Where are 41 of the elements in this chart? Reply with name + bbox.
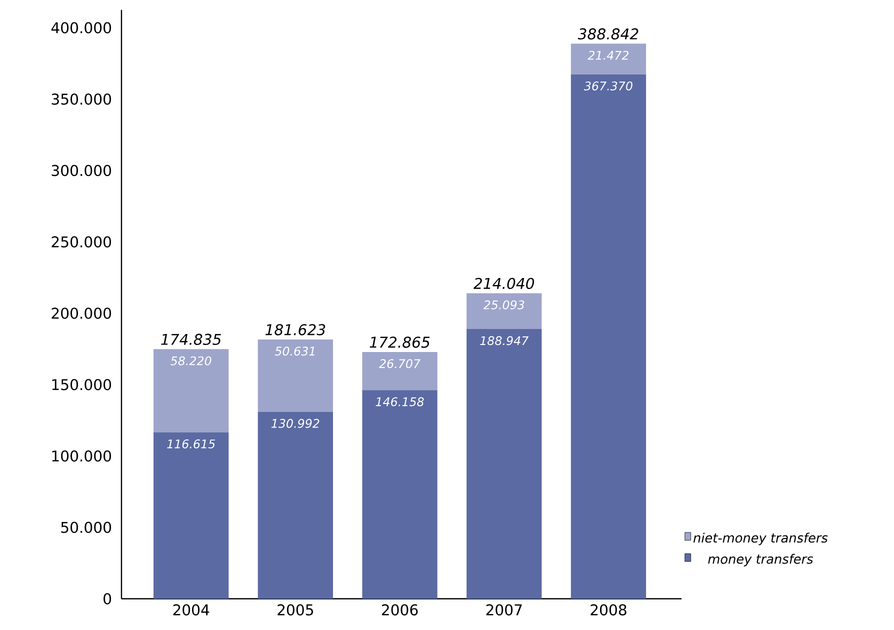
- y-tick-label: 100.000: [52, 450, 112, 462]
- bar: [466, 293, 542, 330]
- data-label: 116.615: [167, 440, 215, 449]
- legend-label: money transfers: [708, 554, 814, 567]
- x-tick-label: 2006: [382, 604, 418, 616]
- data-label: 367.370: [584, 82, 632, 91]
- y-tick-label: 150.000: [52, 379, 112, 390]
- total-label: 174.835: [161, 334, 221, 346]
- data-label: 50.631: [274, 346, 314, 356]
- data-label: 188.947: [480, 336, 529, 346]
- data-label: 21.472: [588, 51, 628, 60]
- bar: [154, 349, 229, 433]
- y-tick-label: 0: [104, 593, 112, 605]
- data-label: 25.093: [483, 300, 524, 310]
- legend-label: niet-money transfers: [693, 532, 828, 546]
- y-tick-label: 250.000: [52, 236, 112, 248]
- bar: [154, 432, 229, 599]
- x-tick-label: 2008: [590, 604, 626, 616]
- data-label: 58.220: [170, 356, 212, 366]
- y-tick-label: 300.000: [52, 165, 112, 176]
- y-tick-label: 200.000: [52, 308, 112, 320]
- y-tick-label: 400.000: [51, 22, 112, 34]
- data-label: 130.992: [271, 419, 320, 428]
- x-tick-label: 2004: [173, 604, 210, 616]
- bar: [362, 352, 438, 390]
- bar: [362, 390, 438, 599]
- total-label: 172.865: [370, 336, 430, 348]
- bar: [258, 412, 333, 599]
- bar: [258, 340, 333, 412]
- total-label: 214.040: [474, 278, 534, 290]
- y-tick-label: 50.000: [61, 522, 112, 534]
- y-tick-label: 350.000: [52, 94, 112, 105]
- x-tick-label: 2005: [278, 604, 314, 616]
- total-label: 388.842: [578, 28, 638, 40]
- bar: [466, 329, 542, 599]
- total-label: 181.623: [265, 324, 326, 336]
- bar: [570, 44, 646, 75]
- data-label: 26.707: [379, 359, 420, 368]
- x-tick-label: 2007: [486, 604, 522, 616]
- bar: [570, 74, 646, 599]
- data-label: 146.158: [376, 397, 424, 406]
